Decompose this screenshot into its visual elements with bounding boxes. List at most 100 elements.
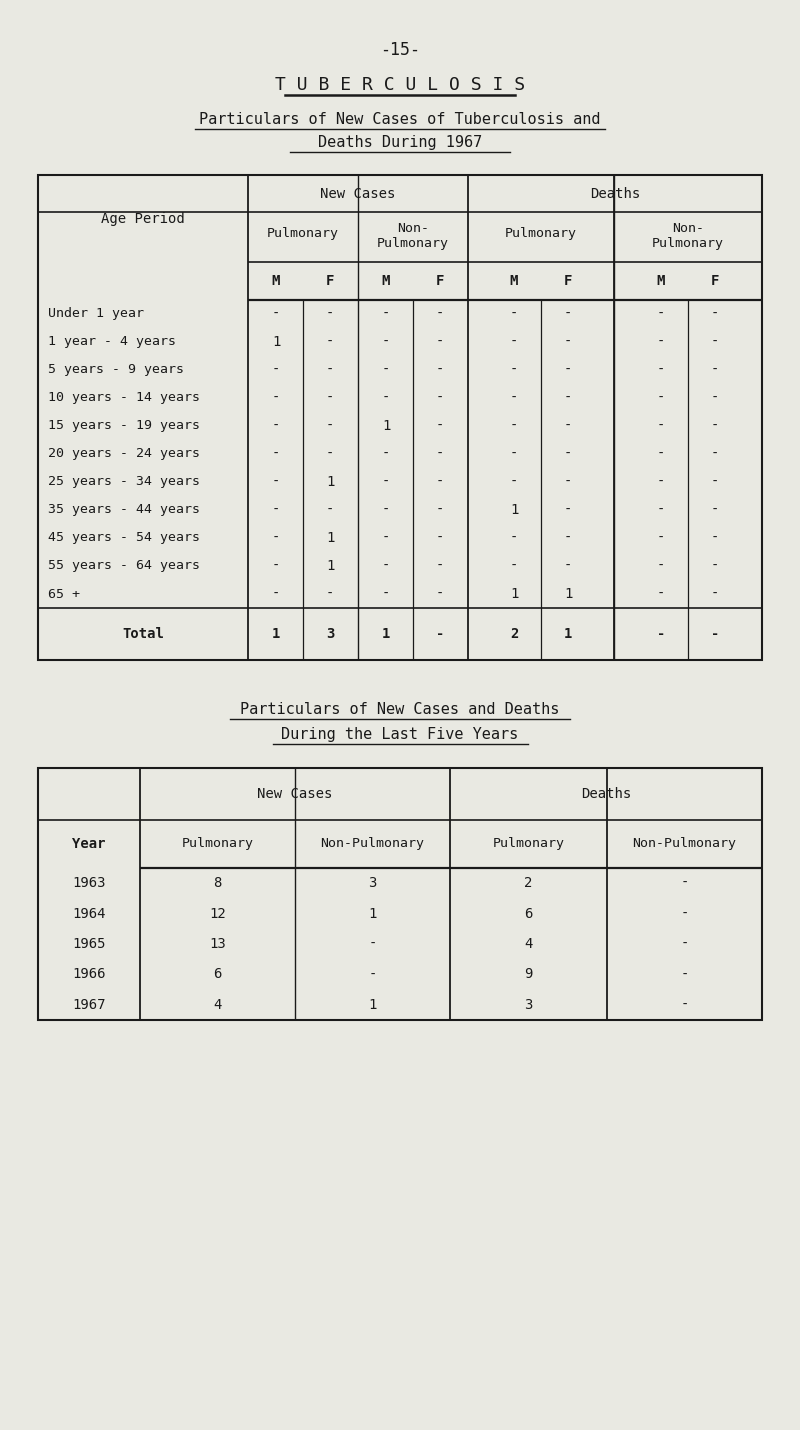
Text: 20 years - 24 years: 20 years - 24 years (48, 448, 200, 460)
Text: -: - (510, 475, 518, 489)
Text: F: F (436, 275, 444, 287)
Text: 1: 1 (564, 586, 572, 601)
Text: -: - (680, 877, 689, 891)
Text: Under 1 year: Under 1 year (48, 307, 144, 320)
Text: -: - (436, 448, 444, 460)
Text: -: - (436, 626, 444, 641)
Text: -: - (657, 307, 665, 320)
Text: -: - (564, 531, 572, 545)
Text: 1967: 1967 (72, 998, 106, 1012)
Text: 2: 2 (510, 626, 518, 641)
Text: Pulmonary: Pulmonary (182, 838, 254, 851)
Text: -: - (657, 363, 665, 378)
Text: 1: 1 (272, 626, 280, 641)
Text: 9: 9 (524, 968, 533, 981)
Text: New Cases: New Cases (258, 787, 333, 801)
Text: -: - (564, 503, 572, 518)
Text: -: - (510, 390, 518, 405)
Text: -: - (657, 586, 665, 601)
Text: -: - (368, 937, 377, 951)
Text: Pulmonary: Pulmonary (267, 227, 339, 240)
Text: 1: 1 (510, 503, 518, 518)
Text: 2: 2 (524, 877, 533, 891)
Text: T U B E R C U L O S I S: T U B E R C U L O S I S (275, 76, 525, 94)
Text: -: - (711, 586, 719, 601)
Text: Age Period: Age Period (101, 212, 185, 226)
Text: Deaths During 1967: Deaths During 1967 (318, 136, 482, 150)
Text: -: - (564, 363, 572, 378)
Text: -: - (326, 448, 334, 460)
Text: -: - (436, 390, 444, 405)
Text: -: - (564, 307, 572, 320)
Text: -: - (382, 503, 390, 518)
Text: 12: 12 (209, 907, 226, 921)
Text: -: - (382, 390, 390, 405)
Text: Deaths: Deaths (590, 186, 640, 200)
Text: Non-Pulmonary: Non-Pulmonary (321, 838, 425, 851)
Text: 1963: 1963 (72, 877, 106, 891)
Text: -: - (510, 448, 518, 460)
Text: During the Last Five Years: During the Last Five Years (282, 728, 518, 742)
Text: F: F (564, 275, 572, 287)
Text: -: - (711, 475, 719, 489)
Text: -: - (657, 531, 665, 545)
Text: -: - (657, 503, 665, 518)
Text: Non-: Non- (397, 222, 429, 235)
Text: -: - (436, 335, 444, 349)
Text: -: - (657, 626, 665, 641)
Text: 1964: 1964 (72, 907, 106, 921)
Text: M: M (272, 275, 280, 287)
Bar (38, 174, 762, 661)
Text: 4: 4 (214, 998, 222, 1012)
Text: F: F (711, 275, 719, 287)
Text: -: - (657, 419, 665, 433)
Text: 1: 1 (326, 475, 334, 489)
Text: 1: 1 (368, 907, 377, 921)
Text: -: - (711, 626, 719, 641)
Text: -: - (657, 448, 665, 460)
Text: Deaths: Deaths (581, 787, 631, 801)
Text: -: - (510, 419, 518, 433)
Text: -: - (657, 335, 665, 349)
Text: -: - (272, 531, 280, 545)
Text: -: - (657, 475, 665, 489)
Text: -: - (564, 448, 572, 460)
Text: -: - (272, 419, 280, 433)
Text: -: - (680, 968, 689, 981)
Text: Year: Year (72, 837, 106, 851)
Text: M: M (657, 275, 665, 287)
Text: -: - (564, 559, 572, 573)
Text: 1: 1 (326, 559, 334, 573)
Text: -: - (711, 448, 719, 460)
Text: Non-Pulmonary: Non-Pulmonary (633, 838, 737, 851)
Text: 3: 3 (368, 877, 377, 891)
Text: 35 years - 44 years: 35 years - 44 years (48, 503, 200, 516)
Text: -: - (680, 907, 689, 921)
Text: -: - (436, 475, 444, 489)
Text: -: - (382, 586, 390, 601)
Text: Particulars of New Cases and Deaths: Particulars of New Cases and Deaths (240, 702, 560, 718)
Text: Pulmonary: Pulmonary (493, 838, 565, 851)
Text: Particulars of New Cases of Tuberculosis and: Particulars of New Cases of Tuberculosis… (199, 113, 601, 127)
Text: -: - (436, 531, 444, 545)
Text: -: - (657, 390, 665, 405)
Text: M: M (382, 275, 390, 287)
Text: -: - (564, 390, 572, 405)
Text: -: - (436, 503, 444, 518)
Text: 3: 3 (326, 626, 334, 641)
Text: 1: 1 (368, 998, 377, 1012)
Text: 1: 1 (382, 419, 390, 433)
Text: -: - (436, 307, 444, 320)
Text: -: - (510, 335, 518, 349)
Text: -: - (711, 363, 719, 378)
Text: 1: 1 (510, 586, 518, 601)
Text: -: - (326, 390, 334, 405)
Text: 55 years - 64 years: 55 years - 64 years (48, 559, 200, 572)
Text: 10 years - 14 years: 10 years - 14 years (48, 392, 200, 405)
Text: -: - (326, 503, 334, 518)
Text: -: - (382, 531, 390, 545)
Text: -: - (272, 503, 280, 518)
Text: 6: 6 (214, 968, 222, 981)
Text: -15-: -15- (380, 41, 420, 59)
Text: -: - (680, 998, 689, 1012)
